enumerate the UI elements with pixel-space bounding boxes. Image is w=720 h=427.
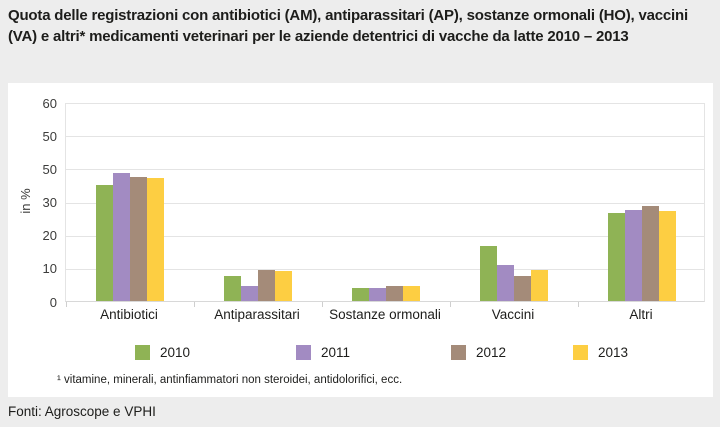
bar-2011-altri <box>625 209 642 301</box>
y-tick-label: 30 <box>42 195 57 210</box>
gridline <box>66 103 704 104</box>
legend-item-2011: 2011 <box>296 344 350 360</box>
x-axis-category-label: Sostanze ormonali <box>329 307 441 322</box>
bar-2011-vaccini <box>497 264 514 301</box>
bar-2012-sostanze-ormonali <box>386 286 403 301</box>
x-axis-tick <box>450 302 451 307</box>
legend-label: 2013 <box>598 344 629 360</box>
bar-2010-vaccini <box>480 246 497 301</box>
chart-panel: in % 60 50 50 30 20 10 0 Antibiotici Antiparass… <box>8 83 713 397</box>
y-tick-label: 20 <box>42 228 57 244</box>
y-tick-label: 0 <box>49 294 57 310</box>
x-axis-tick <box>578 302 579 307</box>
figure-title: Quota delle registrazioni con antibiotic… <box>8 7 688 45</box>
bar-2012-antibiotici <box>130 176 147 301</box>
bar-2010-antibiotici <box>96 184 113 301</box>
bar-2013-sostanze-ormonali <box>403 286 420 301</box>
legend-swatch-2013 <box>573 344 588 360</box>
plot-area <box>65 103 705 307</box>
y-tick-label: 10 <box>42 261 57 277</box>
source-line: Fonti: Agroscope e VPHI <box>8 404 156 419</box>
legend-label: 2011 <box>321 344 351 360</box>
gridline <box>66 202 704 204</box>
y-tick-label: 50 <box>42 128 57 144</box>
bar-2013-antiparassitari <box>275 271 292 301</box>
bar-2012-antiparassitari <box>258 269 275 301</box>
bar-2013-vaccini <box>531 269 548 301</box>
bar-2013-altri <box>659 211 676 301</box>
bar-2010-antiparassitari <box>224 276 241 301</box>
legend-item-2012: 2012 <box>451 344 506 360</box>
x-axis-category-label: Antiparassitari <box>214 307 300 322</box>
bar-2010-sostanze-ormonali <box>352 287 369 301</box>
footnote: ¹ vitamine, minerali, antinfiammatori no… <box>57 374 403 386</box>
gridline <box>66 235 704 237</box>
x-axis-category-label: Antibiotici <box>100 307 158 322</box>
bar-2012-vaccini <box>514 276 531 301</box>
bar-2012-altri <box>642 206 659 301</box>
bar-2011-antiparassitari <box>241 286 258 301</box>
bar-2010-altri <box>608 213 625 301</box>
gridline <box>66 136 704 138</box>
legend-swatch-2012 <box>451 344 466 360</box>
legend-swatch-2010 <box>135 344 150 360</box>
legend-item-2010: 2010 <box>135 344 190 360</box>
bar-2011-sostanze-ormonali <box>369 287 386 301</box>
x-axis-tick <box>322 302 323 307</box>
gridline <box>66 169 704 171</box>
x-axis-category-label: Altri <box>629 307 653 322</box>
x-axis-tick <box>194 302 195 307</box>
gridline <box>66 268 704 270</box>
bar-2013-antibiotici <box>147 178 164 301</box>
y-tick-label: 60 <box>42 95 57 111</box>
legend-label: 2010 <box>160 344 191 360</box>
bar-2011-antibiotici <box>113 173 130 301</box>
y-tick-label: 50 <box>42 161 57 177</box>
x-axis-tick <box>66 302 67 307</box>
legend-swatch-2011 <box>296 344 311 360</box>
legend-item-2013: 2013 <box>573 344 628 360</box>
x-axis-category-label: Vaccini <box>491 307 535 322</box>
legend-label: 2012 <box>476 344 507 360</box>
